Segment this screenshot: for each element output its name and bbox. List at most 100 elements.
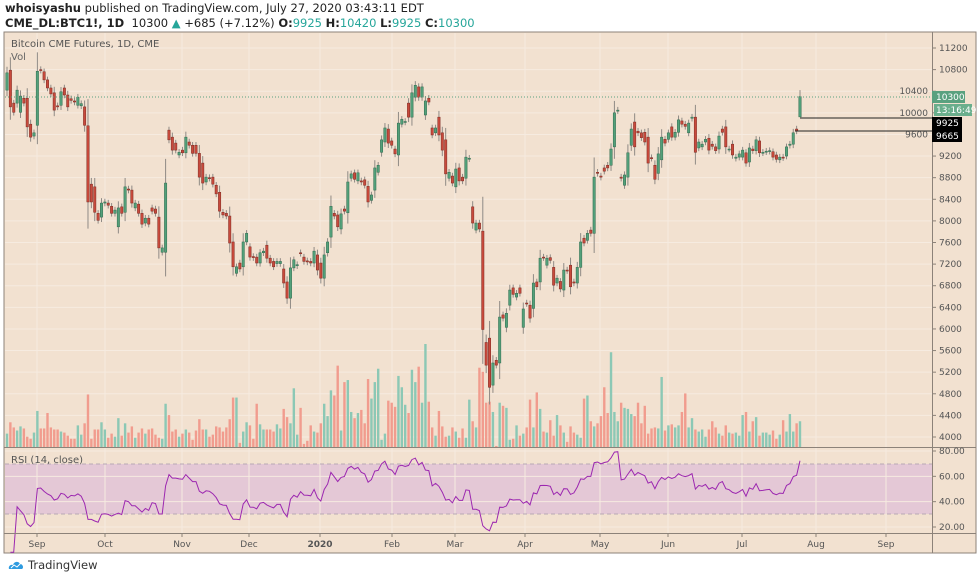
- time-axis[interactable]: Sep Oct Nov Dec 2020 Feb Mar Apr May Jun Jul Aug Sep: [29, 533, 895, 550]
- author-name[interactable]: whoisyashu: [5, 1, 81, 15]
- volume-bar: [569, 426, 572, 447]
- volume-bar: [680, 411, 684, 447]
- volume-bar: [532, 427, 535, 447]
- volume-bar: [417, 366, 420, 447]
- volume-bar: [36, 410, 39, 447]
- volume-bar: [100, 422, 103, 447]
- volume-bar: [700, 429, 704, 447]
- candle-body: [49, 87, 53, 95]
- candle-body: [761, 152, 765, 154]
- volume-bar: [697, 431, 700, 447]
- candle-body: [423, 100, 427, 116]
- candle-body: [413, 85, 417, 98]
- volume-bar: [633, 416, 636, 447]
- volume-bar: [113, 436, 117, 447]
- volume-bar: [555, 415, 559, 447]
- candle-body: [704, 139, 707, 143]
- candle-body: [255, 256, 259, 264]
- candle-body: [275, 261, 279, 264]
- volume-bar: [380, 439, 383, 447]
- candle-body: [130, 189, 134, 204]
- candle-body: [444, 139, 448, 175]
- candle-body: [356, 172, 360, 182]
- volume-bar: [123, 423, 127, 447]
- volume-bar: [272, 431, 275, 447]
- time-tick-label: Jul: [736, 540, 748, 550]
- candle-body: [403, 121, 407, 123]
- candle-body: [120, 206, 124, 214]
- volume-bar: [120, 435, 123, 447]
- volume-bar: [768, 434, 771, 447]
- candle-body: [528, 304, 532, 319]
- volume-bar: [275, 424, 279, 447]
- candle-body: [768, 150, 772, 152]
- candle-body: [393, 148, 397, 155]
- volume-bar: [53, 429, 56, 447]
- volume-bar: [606, 413, 609, 447]
- volume-bar: [80, 434, 83, 447]
- candle-body: [481, 230, 485, 330]
- brand-name[interactable]: TradingView: [28, 558, 98, 572]
- volume-bar: [86, 394, 90, 447]
- candle-body: [633, 121, 637, 148]
- volume-bar: [174, 429, 177, 447]
- candle-body: [434, 127, 438, 134]
- candle-body: [596, 172, 599, 174]
- rsi-axis[interactable]: 20.00 40.00 60.00 80.00: [932, 447, 965, 533]
- price-tick-label: 9200: [939, 152, 962, 162]
- volume-bar: [171, 431, 174, 447]
- volume-bar: [242, 431, 245, 447]
- volume-bar: [586, 395, 589, 447]
- candle-body: [724, 126, 728, 148]
- volume-bar: [127, 432, 130, 447]
- candle-body: [592, 176, 596, 234]
- volume-bar: [343, 382, 346, 447]
- candle-body: [258, 252, 262, 264]
- price-axis[interactable]: 4000 4400 4800 5200 5600 6000 6400 6800 7200 7600…: [899, 44, 968, 443]
- time-tick-label: Mar: [447, 540, 464, 550]
- time-tick-label: Aug: [807, 540, 825, 550]
- volume-label: Vol: [11, 52, 26, 63]
- volume-bar: [778, 434, 781, 447]
- volume-bar: [623, 407, 626, 447]
- volume-bar: [376, 368, 380, 447]
- candle-body: [187, 141, 191, 146]
- volume-bar: [754, 417, 758, 447]
- tradingview-cloud-logo-icon[interactable]: [8, 560, 24, 570]
- candle-body: [346, 181, 350, 214]
- candle-body: [589, 229, 593, 234]
- volume-bar: [613, 411, 616, 447]
- volume-bar: [646, 433, 650, 447]
- volume-bar: [609, 352, 613, 447]
- candle-body: [720, 128, 724, 133]
- candle-body: [538, 257, 542, 283]
- candle-body: [450, 175, 454, 184]
- candle-body: [248, 246, 252, 258]
- candle-body: [12, 102, 16, 113]
- volume-bar: [329, 390, 333, 447]
- price-tick-label: 6000: [939, 325, 962, 335]
- candle-body: [366, 186, 370, 203]
- volume-bar: [427, 401, 431, 447]
- volume-bar: [775, 438, 778, 447]
- candle-body: [518, 287, 522, 294]
- candle-body: [454, 168, 458, 188]
- volume-bar: [457, 437, 461, 447]
- candle-body: [447, 172, 451, 179]
- volume-bar: [157, 437, 161, 447]
- volume-bar: [657, 428, 660, 447]
- volume-bar: [96, 429, 100, 447]
- candle-body: [440, 132, 444, 151]
- candle-body: [69, 98, 73, 101]
- candle-body: [137, 203, 141, 214]
- price-tick-label: 11200: [939, 44, 968, 54]
- rsi-tick-label: 80.00: [939, 447, 965, 457]
- volume-bar: [650, 428, 653, 447]
- candle-body: [201, 162, 205, 184]
- volume-bar: [5, 433, 9, 447]
- candle-body: [262, 250, 265, 254]
- volume-bar: [245, 422, 248, 447]
- volume-bar: [538, 408, 542, 447]
- volume-bar: [134, 437, 137, 447]
